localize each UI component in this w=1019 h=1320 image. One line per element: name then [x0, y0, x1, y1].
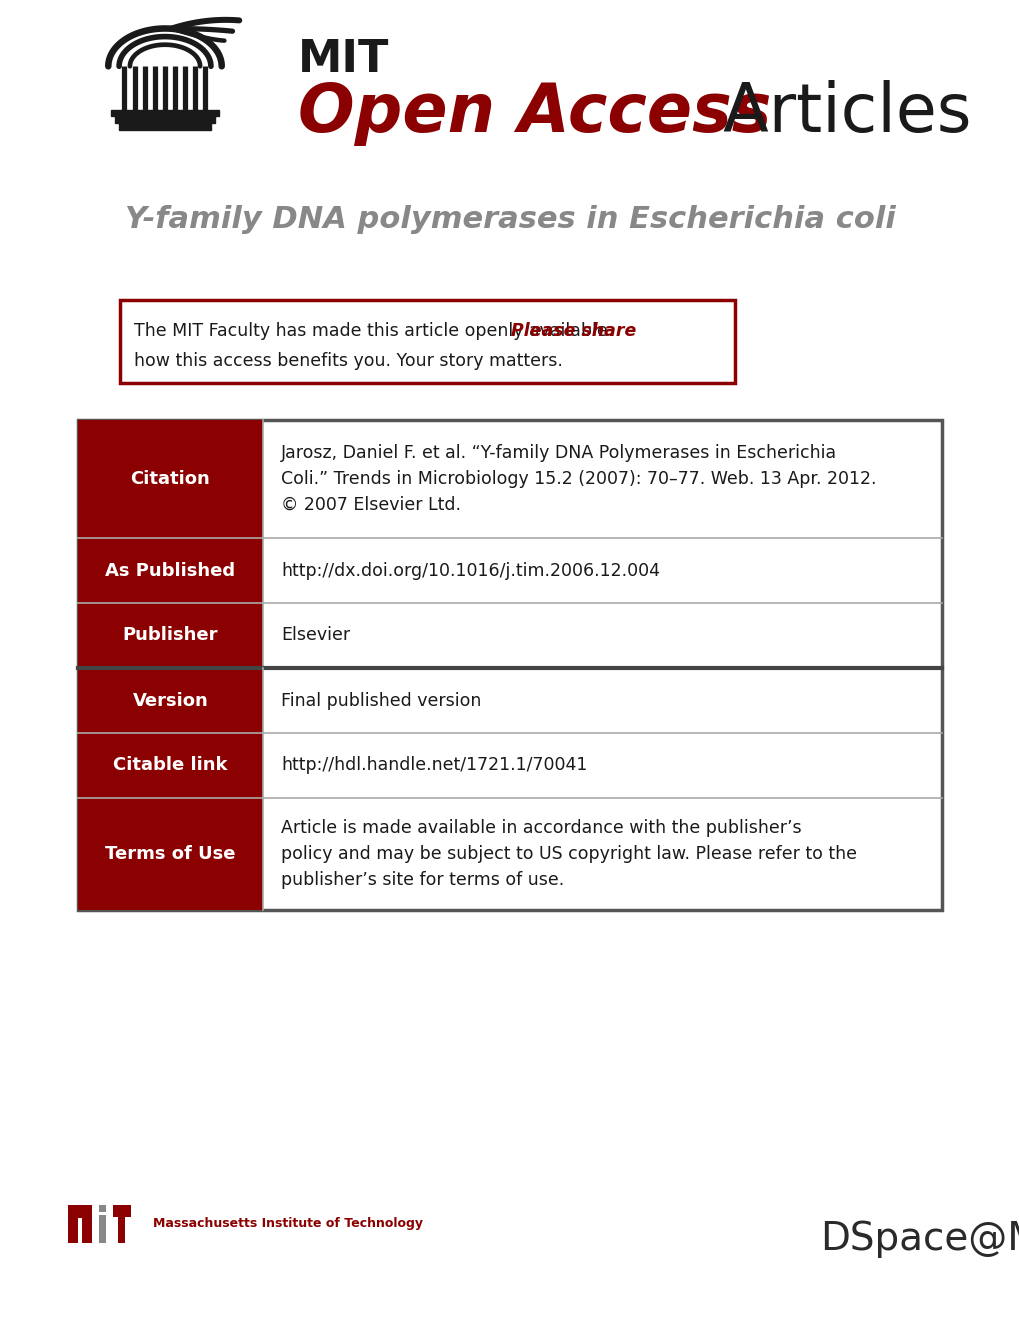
FancyBboxPatch shape	[68, 1205, 77, 1243]
Text: MIT: MIT	[298, 38, 389, 81]
FancyBboxPatch shape	[82, 1205, 92, 1243]
FancyBboxPatch shape	[77, 420, 263, 539]
Text: Final published version: Final published version	[280, 692, 481, 710]
Text: Please share: Please share	[511, 322, 636, 341]
Text: Jarosz, Daniel F. et al. “Y-family DNA Polymerases in Escherichia
Coli.” Trends : Jarosz, Daniel F. et al. “Y-family DNA P…	[280, 445, 875, 513]
FancyBboxPatch shape	[99, 1214, 106, 1243]
FancyBboxPatch shape	[119, 123, 211, 129]
FancyBboxPatch shape	[120, 300, 735, 383]
Text: Massachusetts Institute of Technology: Massachusetts Institute of Technology	[153, 1217, 423, 1230]
Text: Version: Version	[132, 692, 208, 710]
Text: Article is made available in accordance with the publisher’s
policy and may be s: Article is made available in accordance …	[280, 820, 856, 888]
FancyBboxPatch shape	[118, 1217, 125, 1243]
FancyBboxPatch shape	[99, 1205, 106, 1212]
Text: Citation: Citation	[130, 470, 210, 488]
Text: The MIT Faculty has made this article openly available.: The MIT Faculty has made this article op…	[133, 322, 619, 341]
Text: how this access benefits you. Your story matters.: how this access benefits you. Your story…	[133, 352, 562, 370]
FancyBboxPatch shape	[113, 1205, 130, 1217]
Text: http://dx.doi.org/10.1016/j.tim.2006.12.004: http://dx.doi.org/10.1016/j.tim.2006.12.…	[280, 561, 659, 579]
Text: Citable link: Citable link	[113, 756, 227, 775]
Text: DSpace@MIT: DSpace@MIT	[819, 1220, 1019, 1258]
Text: Articles: Articles	[701, 81, 970, 147]
Text: Terms of Use: Terms of Use	[105, 845, 235, 863]
Text: Publisher: Publisher	[122, 627, 218, 644]
FancyBboxPatch shape	[77, 733, 263, 799]
FancyBboxPatch shape	[77, 1205, 82, 1218]
Text: Elsevier: Elsevier	[280, 627, 350, 644]
FancyBboxPatch shape	[111, 110, 219, 116]
Text: As Published: As Published	[105, 561, 235, 579]
FancyBboxPatch shape	[77, 420, 942, 909]
FancyBboxPatch shape	[77, 603, 263, 668]
FancyBboxPatch shape	[115, 116, 215, 123]
FancyBboxPatch shape	[77, 668, 263, 733]
FancyBboxPatch shape	[77, 539, 263, 603]
Text: Open Access: Open Access	[298, 81, 770, 147]
Text: http://hdl.handle.net/1721.1/70041: http://hdl.handle.net/1721.1/70041	[280, 756, 587, 775]
Text: Y-family DNA polymerases in Escherichia coli: Y-family DNA polymerases in Escherichia …	[124, 205, 895, 234]
FancyBboxPatch shape	[77, 799, 263, 909]
